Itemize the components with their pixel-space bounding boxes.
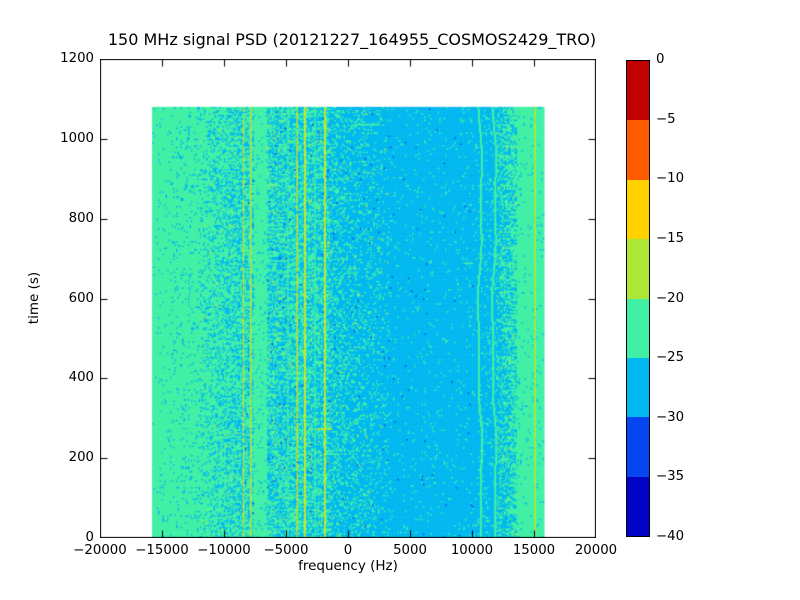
x-tick-label: −5000 [263,543,309,558]
x-axis-label: frequency (Hz) [298,558,398,574]
colorbar-tick-label: −20 [656,290,685,306]
y-tick-label: 1000 [60,130,94,146]
y-tick-label: 1200 [60,51,94,66]
colorbar-segment [627,179,649,240]
colorbar [626,60,650,537]
spectrogram-plot [100,59,596,538]
y-tick-label: 600 [68,290,94,306]
x-tick-label: 15000 [512,543,556,558]
colorbar-tick-label: −35 [656,469,685,485]
chart-title: 150 MHz signal PSD (20121227_164955_COSM… [107,30,597,49]
y-tick-label: 0 [85,530,94,545]
colorbar-segment [627,239,649,299]
x-tick-label: 10000 [450,543,494,558]
y-tick-label: 200 [68,450,94,466]
colorbar-segment [627,120,649,180]
colorbar-tick-label: 0 [656,52,665,67]
x-tick-label: 20000 [574,543,618,558]
y-tick-label: 400 [68,370,94,386]
colorbar-tick-label: −10 [656,171,685,187]
colorbar-tick-label: −30 [656,409,685,425]
colorbar-tick-label: −5 [656,111,676,127]
x-tick-label: −15000 [135,543,189,558]
x-tick-label: −10000 [197,543,251,558]
colorbar-tick-label: −40 [656,529,685,544]
colorbar-tick-label: −25 [656,350,685,366]
colorbar-segment [627,417,649,477]
colorbar-segment [627,61,649,121]
x-tick-label: −20000 [73,543,127,558]
colorbar-segment [627,476,649,536]
colorbar-tick-label: −15 [656,230,685,246]
x-tick-label: 5000 [393,543,427,558]
colorbar-segment [627,357,649,418]
colorbar-segment [627,298,649,358]
y-tick-label: 800 [68,210,94,226]
x-tick-label: 0 [343,543,353,558]
